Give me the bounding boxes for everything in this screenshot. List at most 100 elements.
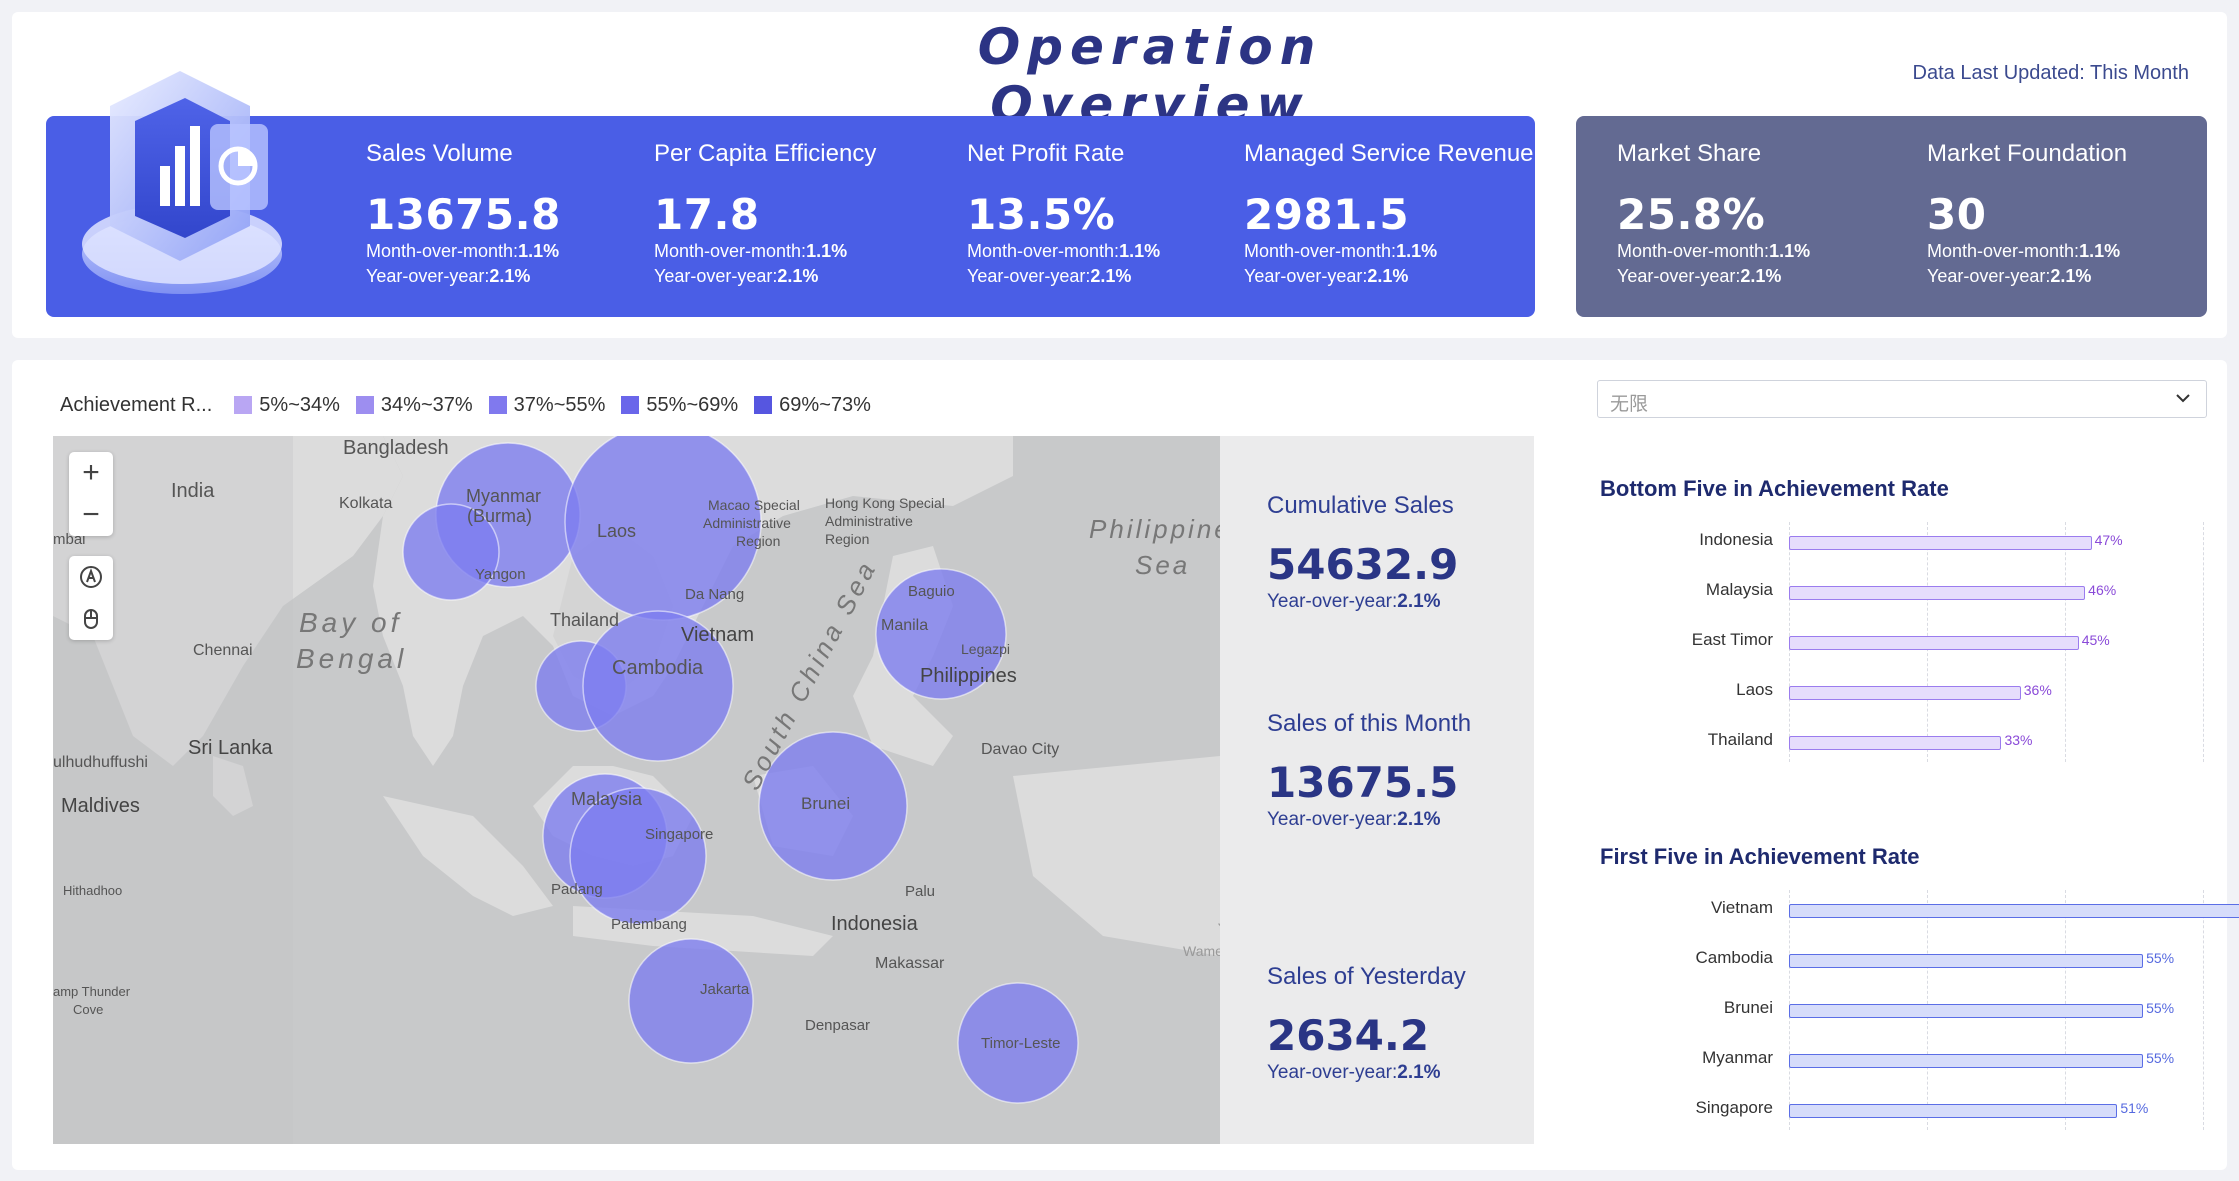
bottom-five-value-label: 36% [2023, 682, 2052, 698]
svg-text:Kolkata: Kolkata [339, 495, 392, 512]
kpi-mom: Month-over-month:1.1% [1244, 241, 1438, 261]
kpi-net-profit-rate: Net Profit Rate 13.5% Month-over-month:1… [967, 140, 1160, 289]
legend-swatch [355, 396, 374, 414]
svg-text:Palu: Palu [905, 883, 935, 900]
bottom-five-row: Laos 36% [1590, 680, 2210, 704]
zoom-in-button[interactable]: + [82, 456, 100, 489]
svg-text:Vietnam: Vietnam [681, 624, 754, 646]
svg-text:Timor-Leste: Timor-Leste [981, 1035, 1060, 1052]
first-five-value-label: 51% [2120, 1100, 2149, 1116]
map-tool-controls [69, 556, 113, 640]
kpi-value: 30 [1927, 190, 1987, 239]
svg-text:Thailand: Thailand [550, 610, 619, 630]
map-legend: Achievement R... 5%~34% 34%~37% 37%~55% … [60, 390, 887, 420]
stat-cumulative-sales: Cumulative Sales 54632.9 Year-over-year:… [1267, 492, 1458, 613]
first-five-country-label: Brunei [1723, 998, 1773, 1017]
first-five-bar[interactable] [1789, 954, 2144, 968]
kpi-label: Market Foundation [1927, 140, 2128, 167]
stat-yoy: Year-over-year:2.1% [1267, 591, 1441, 612]
legend-swatch [621, 396, 640, 414]
first-five-value-label: 55% [2146, 950, 2175, 966]
svg-text:Hong Kong Special: Hong Kong Special [825, 495, 945, 511]
bottom-five-value-label: 45% [2081, 632, 2110, 648]
bottom-five-value-label: 33% [2004, 732, 2033, 748]
svg-text:Legazpi: Legazpi [961, 641, 1010, 657]
first-five-bar[interactable] [1789, 904, 2239, 918]
svg-text:Yangon: Yangon [475, 566, 526, 583]
kpi-value: 25.8% [1617, 190, 1766, 239]
svg-text:Administrative: Administrative [825, 513, 913, 529]
legend-swatch [234, 396, 253, 414]
bottom-five-value-label: 46% [2088, 582, 2117, 598]
stat-yoy: Year-over-year:2.1% [1267, 1062, 1441, 1083]
kpi-label: Sales Volume [366, 140, 513, 167]
kpi-value: 17.8 [654, 190, 760, 239]
svg-text:Indonesia: Indonesia [831, 913, 919, 935]
svg-text:Philippines: Philippines [920, 665, 1017, 687]
kpi-yoy: Year-over-year:2.1% [366, 266, 531, 286]
svg-text:Wamena: Wamena [1183, 943, 1220, 959]
kpi-mom: Month-over-month:1.1% [1927, 241, 2121, 261]
bottom-five-chart: Indonesia 47% Malaysia 46% East Timor 45% Laos… [1590, 522, 2210, 772]
kpi-value: 13.5% [967, 190, 1116, 239]
kpi-band-primary: Sales Volume 13675.8 Month-over-month:1.… [46, 71, 1535, 317]
svg-text:amp Thunder: amp Thunder [53, 984, 131, 999]
select-value: 无限 [1610, 393, 1649, 415]
svg-text:Chennai: Chennai [193, 642, 253, 659]
first-five-value-label: 55% [2146, 1000, 2175, 1016]
svg-text:Philippine: Philippine [1089, 514, 1220, 544]
legend-item[interactable]: 55%~69% [621, 394, 738, 417]
first-five-row: Cambodia 55% [1590, 948, 2210, 972]
first-five-country-label: Myanmar [1702, 1048, 1773, 1067]
bottom-five-bar[interactable] [1789, 586, 2086, 600]
first-five-bar[interactable] [1789, 1054, 2144, 1068]
mouse-icon[interactable] [69, 598, 113, 640]
bottom-five-value-label: 47% [2094, 532, 2123, 548]
svg-text:Hithadhoo: Hithadhoo [63, 883, 122, 898]
first-five-bar[interactable] [1789, 1004, 2144, 1018]
kpi-mom: Month-over-month:1.1% [366, 241, 560, 261]
kpi-label: Net Profit Rate [967, 140, 1125, 167]
bottom-five-bar[interactable] [1789, 636, 2079, 650]
bottom-five-bar[interactable] [1789, 686, 2021, 700]
stat-sales-yesterday: Sales of Yesterday 2634.2 Year-over-year… [1267, 963, 1466, 1084]
map-view[interactable]: Bangladesh India Kolkata Myanmar (Burma)… [53, 436, 1220, 1144]
svg-text:India: India [171, 480, 215, 502]
svg-text:Bay of: Bay of [299, 607, 402, 638]
bottom-five-row: Indonesia 47% [1590, 530, 2210, 554]
kpi-per-capita-efficiency: Per Capita Efficiency 17.8 Month-over-mo… [654, 140, 876, 289]
svg-text:Brunei: Brunei [801, 794, 850, 813]
svg-text:Sri Lanka: Sri Lanka [188, 737, 273, 759]
bottom-five-row: Thailand 33% [1590, 730, 2210, 754]
svg-text:Singapore: Singapore [645, 826, 713, 843]
svg-text:Region: Region [825, 531, 869, 547]
first-five-country-label: Vietnam [1710, 898, 1773, 917]
bottom-five-bar[interactable] [1789, 536, 2092, 550]
bottom-five-country-label: Laos [1736, 680, 1773, 699]
legend-item[interactable]: 69%~73% [754, 394, 871, 417]
first-five-country-label: Cambodia [1695, 948, 1774, 967]
kpi-yoy: Year-over-year:2.1% [1927, 266, 2092, 286]
svg-text:Bangladesh: Bangladesh [343, 437, 449, 459]
dashboard-logo-icon [82, 71, 282, 294]
legend-item[interactable]: 37%~55% [488, 394, 605, 417]
bottom-five-row: East Timor 45% [1590, 630, 2210, 654]
bottom-five-country-label: Thailand [1707, 730, 1773, 749]
kpi-mom: Month-over-month:1.1% [967, 241, 1161, 261]
region-filter-select[interactable]: 无限 [1597, 380, 2207, 418]
first-five-bar[interactable] [1789, 1104, 2118, 1118]
legend-item[interactable]: 34%~37% [355, 394, 473, 417]
last-updated-text: Data Last Updated: This Month [1912, 62, 2189, 84]
map-basemap: Bangladesh India Kolkata Myanmar (Burma)… [53, 436, 1220, 1144]
first-five-row: Singapore 51% [1590, 1098, 2210, 1122]
svg-text:Da Nang: Da Nang [685, 586, 744, 603]
chart-grid-line [2203, 890, 2204, 1130]
kpi-band-secondary: Market Share 25.8% Month-over-month:1.1%… [1576, 116, 2207, 317]
legend-title[interactable]: Achievement R... [60, 393, 213, 416]
first-five-country-label: Singapore [1695, 1098, 1773, 1117]
first-five-row: Brunei 55% [1590, 998, 2210, 1022]
zoom-out-button[interactable]: − [82, 498, 100, 531]
compass-icon[interactable] [69, 556, 113, 598]
bottom-five-bar[interactable] [1789, 736, 2002, 750]
legend-item[interactable]: 5%~34% [234, 394, 340, 417]
